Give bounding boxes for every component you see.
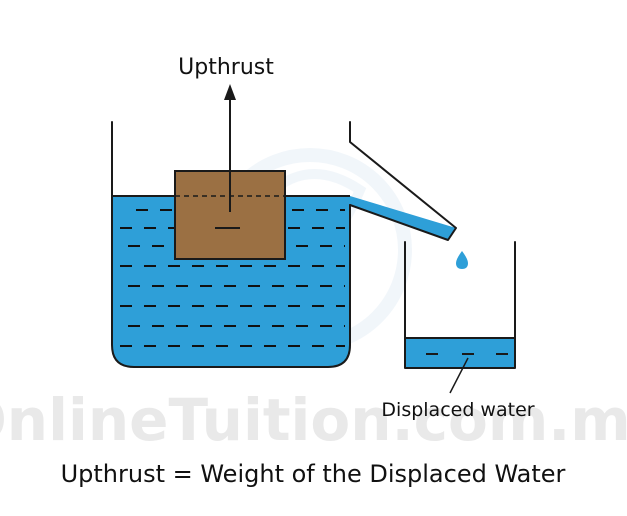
- large-beaker-water: [112, 196, 350, 367]
- equation-text: Upthrust = Weight of the Displaced Water: [61, 460, 566, 488]
- small-beaker-outline: [404, 241, 516, 369]
- water-dashes: [120, 209, 345, 347]
- displaced-water-pointer: [449, 357, 469, 394]
- water-drop-icon: [456, 251, 468, 269]
- large-beaker: [111, 121, 457, 368]
- displaced-water-label: Displaced water: [381, 399, 534, 421]
- upthrust-arrowhead: [224, 84, 236, 100]
- upthrust-arrow: [224, 84, 236, 212]
- spout-outline: [349, 121, 457, 241]
- upthrust-label: Upthrust: [178, 55, 274, 80]
- large-beaker-outline: [111, 121, 351, 368]
- watermark-text: OnlineTuition.com.my: [0, 386, 627, 454]
- small-beaker: [404, 241, 516, 369]
- spout-water: [350, 196, 456, 240]
